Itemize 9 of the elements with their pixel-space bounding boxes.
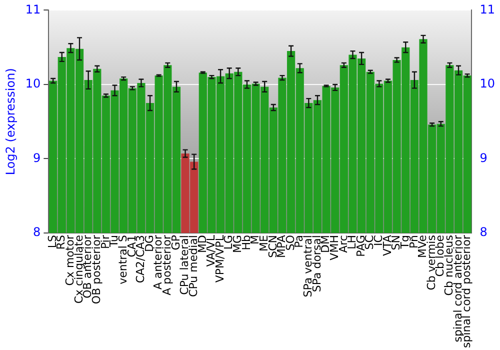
y-axis-title: Log2 (expression) <box>3 68 18 176</box>
y2-tick-label: 11 <box>480 2 496 16</box>
y-tick-label: 9 <box>33 150 41 165</box>
y-tick-label: 11 <box>25 2 41 16</box>
y2-tick-label: 9 <box>480 150 488 165</box>
y2-tick-label: 10 <box>480 76 496 91</box>
y-tick-label: 10 <box>25 76 41 91</box>
y2-tick-label: 8 <box>480 225 488 240</box>
y-tick-label: 8 <box>33 225 41 240</box>
